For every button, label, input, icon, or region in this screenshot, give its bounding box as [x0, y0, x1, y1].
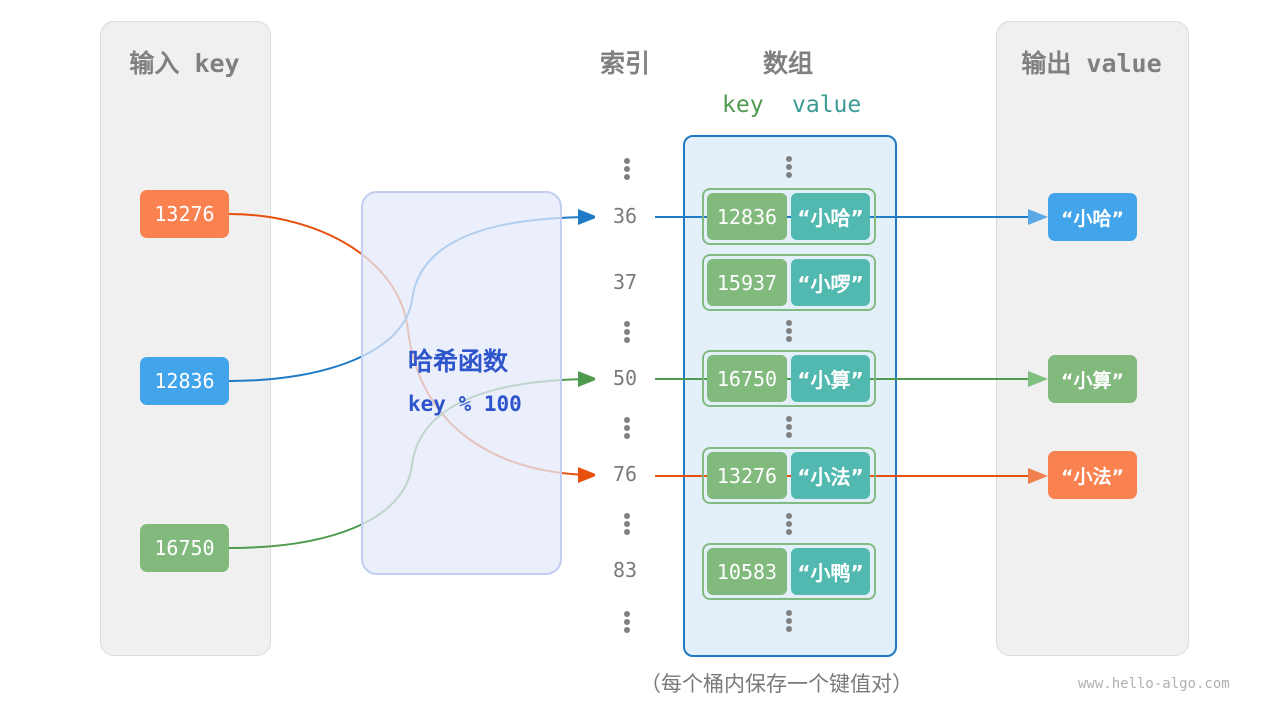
output-value-xiaofa: “小法” — [1048, 451, 1137, 499]
hash-function-title: 哈希函数 — [408, 347, 509, 376]
ellipsis-icon — [786, 320, 792, 344]
bucket-36: 12836 “小哈” — [702, 188, 876, 245]
output-panel-title: 输出 value — [1021, 49, 1162, 78]
bucket-value: “小法” — [791, 452, 870, 499]
bucket-key: 15937 — [707, 259, 787, 306]
key-subheader: key — [722, 92, 764, 118]
ellipsis-icon — [624, 611, 630, 635]
bucket-50: 16750 “小算” — [702, 350, 876, 407]
index-36: 36 — [595, 204, 655, 228]
bucket-76: 13276 “小法” — [702, 447, 876, 504]
ellipsis-icon — [786, 513, 792, 537]
output-value-xiaosuan: “小算” — [1048, 355, 1137, 403]
index-37: 37 — [612, 270, 638, 294]
bucket-key: 16750 — [707, 355, 787, 402]
input-key-13276: 13276 — [140, 190, 229, 238]
ellipsis-icon — [786, 156, 792, 180]
output-value-xiaoha: “小哈” — [1048, 193, 1137, 241]
bucket-value: “小哈” — [791, 193, 870, 240]
input-key-16750: 16750 — [140, 524, 229, 572]
bucket-37: 15937 “小啰” — [702, 254, 876, 311]
bucket-key: 12836 — [707, 193, 787, 240]
caption: （每个桶内保存一个键值对） — [640, 672, 913, 696]
value-subheader: value — [792, 92, 862, 118]
ellipsis-icon — [624, 158, 630, 182]
hash-formula: key % 100 — [408, 392, 522, 416]
bucket-key: 10583 — [707, 548, 787, 595]
input-key-12836: 12836 — [140, 357, 229, 405]
bucket-value: “小啰” — [791, 259, 870, 306]
bucket-key: 13276 — [707, 452, 787, 499]
index-83: 83 — [612, 558, 638, 582]
bucket-83: 10583 “小鸭” — [702, 543, 876, 600]
output-panel — [996, 21, 1189, 656]
hash-function-box — [361, 191, 562, 575]
ellipsis-icon — [624, 417, 630, 441]
input-panel-title: 输入 key — [129, 49, 240, 78]
index-76: 76 — [595, 462, 655, 486]
bucket-value: “小算” — [791, 355, 870, 402]
watermark: www.hello-algo.com — [1078, 676, 1230, 692]
ellipsis-icon — [786, 610, 792, 634]
index-50: 50 — [595, 366, 655, 390]
ellipsis-icon — [786, 416, 792, 440]
ellipsis-icon — [624, 513, 630, 537]
index-header: 索引 — [599, 49, 650, 78]
ellipsis-icon — [624, 321, 630, 345]
bucket-value: “小鸭” — [791, 548, 870, 595]
array-header: 数组 — [762, 49, 813, 78]
